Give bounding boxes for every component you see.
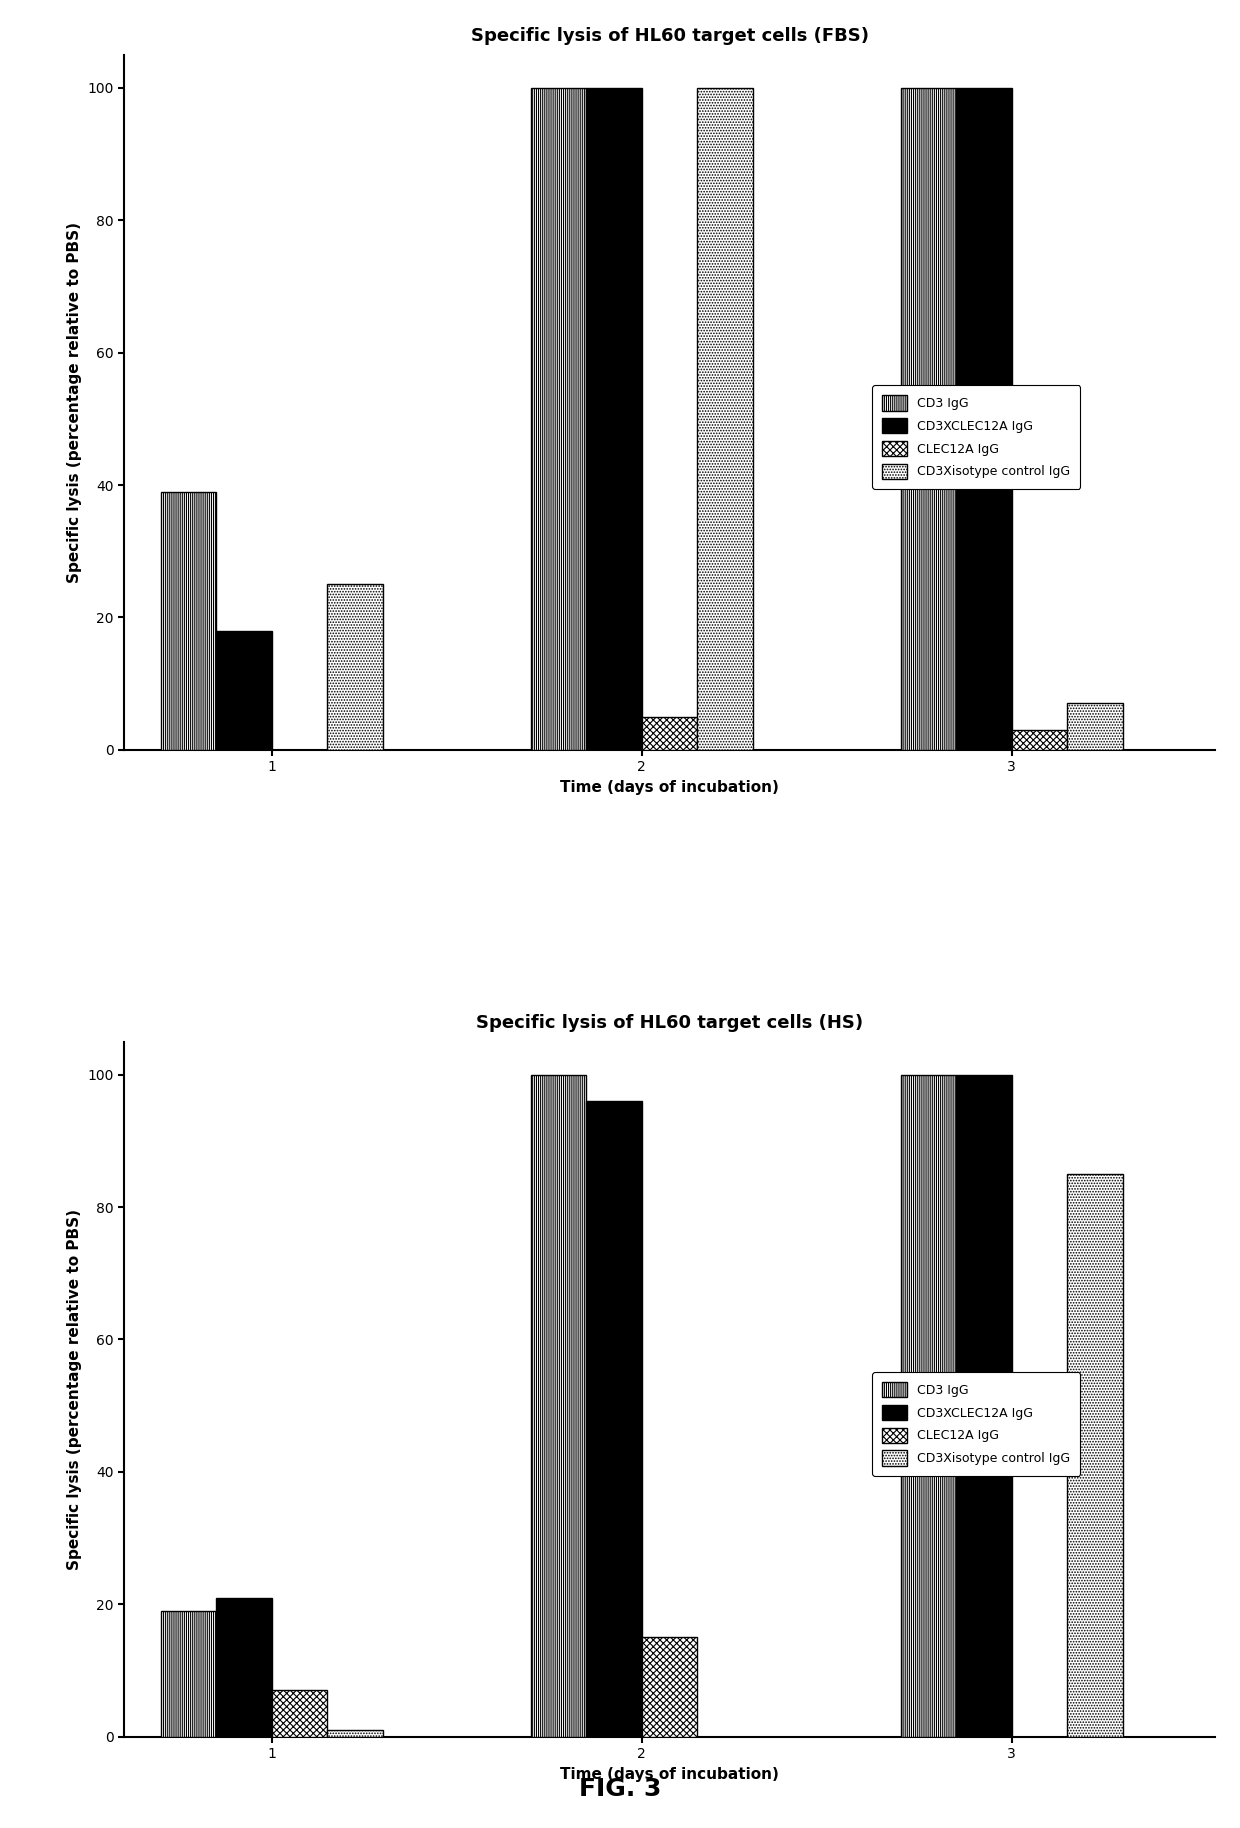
Bar — [642, 717, 697, 749]
Bar — [161, 1610, 217, 1737]
Legend: CD3 IgG, CD3XCLEC12A IgG, CLEC12A IgG, CD3Xisotype control IgG: CD3 IgG, CD3XCLEC12A IgG, CLEC12A IgG, C… — [872, 386, 1080, 488]
Text: FIG. 3: FIG. 3 — [579, 1777, 661, 1801]
Bar — [642, 1638, 697, 1737]
X-axis label: Time (days of incubation): Time (days of incubation) — [560, 781, 779, 795]
Bar — [956, 1075, 1012, 1737]
Bar — [1068, 704, 1122, 749]
Bar — [531, 88, 587, 749]
Y-axis label: Specific lysis (percentage relative to PBS): Specific lysis (percentage relative to P… — [67, 221, 82, 583]
Legend: CD3 IgG, CD3XCLEC12A IgG, CLEC12A IgG, CD3Xisotype control IgG: CD3 IgG, CD3XCLEC12A IgG, CLEC12A IgG, C… — [872, 1373, 1080, 1475]
Title: Specific lysis of HL60 target cells (FBS): Specific lysis of HL60 target cells (FBS… — [471, 27, 868, 46]
Title: Specific lysis of HL60 target cells (HS): Specific lysis of HL60 target cells (HS) — [476, 1015, 863, 1031]
X-axis label: Time (days of incubation): Time (days of incubation) — [560, 1766, 779, 1782]
Bar — [697, 88, 753, 749]
Bar — [272, 1691, 327, 1737]
Bar — [327, 585, 383, 749]
Bar — [587, 1100, 642, 1737]
Bar — [956, 88, 1012, 749]
Bar — [161, 492, 217, 749]
Bar — [900, 1075, 956, 1737]
Bar — [217, 631, 272, 749]
Y-axis label: Specific lysis (percentage relative to PBS): Specific lysis (percentage relative to P… — [67, 1208, 82, 1570]
Bar — [217, 1598, 272, 1737]
Bar — [1012, 729, 1068, 749]
Bar — [1068, 1174, 1122, 1737]
Bar — [900, 88, 956, 749]
Bar — [531, 1075, 587, 1737]
Bar — [587, 88, 642, 749]
Bar — [327, 1729, 383, 1737]
